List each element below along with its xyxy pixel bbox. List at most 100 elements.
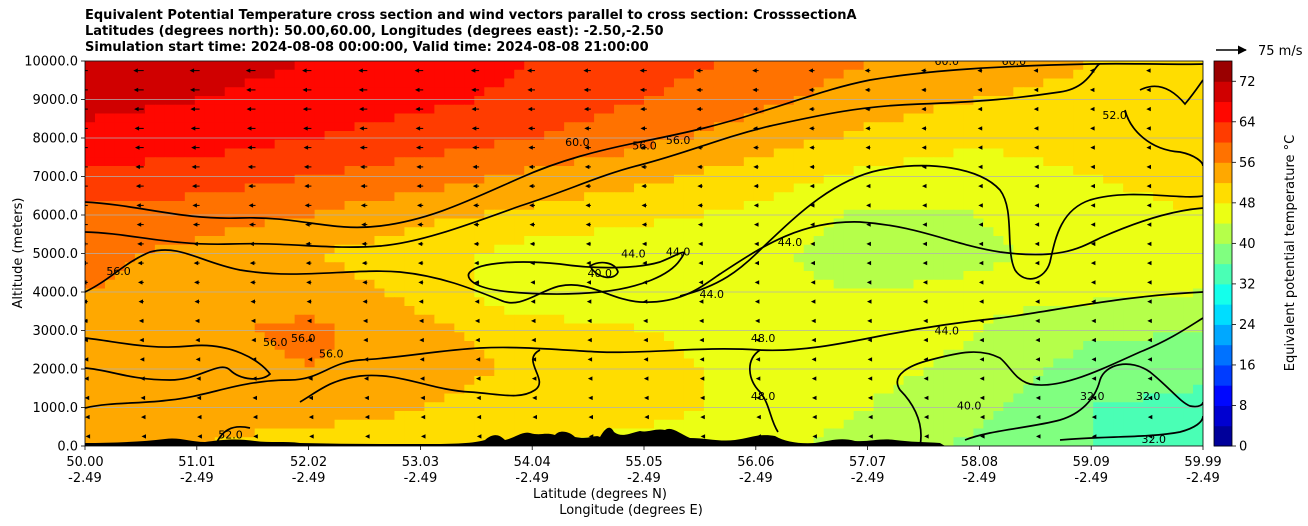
field-cell (644, 122, 655, 132)
field-cell (85, 209, 96, 220)
field-cell (164, 288, 176, 298)
field-cell (484, 332, 495, 342)
field-cell (1073, 104, 1084, 115)
field-cell (484, 279, 495, 290)
field-cell (624, 279, 635, 290)
field-cell (174, 227, 186, 237)
field-cell (304, 139, 316, 150)
field-cell (803, 341, 815, 351)
field-cell (923, 358, 935, 368)
field-cell (584, 227, 595, 237)
field-cell (314, 227, 326, 237)
field-cell (733, 288, 745, 298)
field-cell (1013, 122, 1024, 132)
field-cell (614, 131, 625, 141)
field-cell (993, 236, 1004, 246)
field-cell (354, 358, 366, 368)
field-cell (793, 201, 805, 211)
field-cell (634, 209, 645, 220)
field-cell (534, 244, 545, 255)
field-cell (404, 297, 416, 307)
field-cell (354, 393, 366, 403)
field-cell (933, 122, 945, 132)
field-cell (693, 157, 705, 167)
field-cell (1073, 253, 1084, 263)
field-cell (594, 113, 605, 123)
field-cell (653, 332, 665, 342)
field-cell (793, 131, 805, 141)
field-cell (564, 262, 575, 272)
field-cell (853, 227, 865, 237)
field-cell (673, 218, 685, 228)
field-cell (793, 402, 805, 412)
field-cell (304, 367, 316, 377)
field-cell (554, 192, 565, 202)
field-cell (594, 139, 605, 150)
contour-label: 56.0 (666, 134, 691, 147)
field-cell (1143, 253, 1154, 263)
wind-vectors (85, 68, 1153, 439)
field-cell (1073, 87, 1084, 97)
field-cell (1133, 78, 1144, 88)
field-cell (634, 271, 645, 281)
field-cell (254, 376, 266, 386)
field-cell (1103, 218, 1114, 228)
field-cell (723, 314, 735, 325)
field-cell (1043, 323, 1054, 333)
field-cell (723, 384, 735, 395)
field-cell (663, 332, 675, 342)
field-cell (1063, 419, 1074, 430)
field-cell (1113, 384, 1124, 395)
field-cell (853, 131, 865, 141)
field-cell (853, 341, 865, 351)
field-cell (953, 402, 965, 412)
field-cell (793, 122, 805, 132)
field-cell (913, 279, 925, 290)
field-cell (174, 157, 186, 167)
field-cell (194, 349, 206, 360)
field-cell (584, 139, 595, 150)
field-cell (114, 411, 126, 421)
field-cell (923, 314, 935, 325)
field-cell (254, 174, 266, 185)
field-cell (1043, 218, 1054, 228)
field-cell (923, 174, 935, 185)
field-cell (1133, 367, 1144, 377)
field-cell (614, 419, 625, 430)
field-cell (1173, 253, 1184, 263)
field-cell (683, 384, 695, 395)
field-cell (983, 61, 994, 71)
field-cell (1183, 402, 1194, 412)
field-cell (823, 384, 835, 395)
field-cell (344, 279, 356, 290)
field-cell (973, 69, 984, 80)
field-cell (364, 402, 376, 412)
field-cell (1103, 349, 1114, 360)
field-cell (1073, 437, 1084, 446)
field-cell (244, 306, 256, 316)
field-cell (1083, 104, 1094, 115)
field-cell (144, 183, 156, 193)
field-cell (364, 113, 376, 123)
contour-label: 60.0 (934, 55, 959, 68)
field-cell (653, 157, 665, 167)
field-cell (544, 411, 555, 421)
field-cell (544, 166, 555, 176)
field-cell (1123, 279, 1134, 290)
field-cell (494, 87, 505, 97)
field-cell (344, 271, 356, 281)
field-cell (204, 419, 216, 430)
field-cell (494, 402, 505, 412)
field-cell (653, 113, 665, 123)
field-cell (953, 297, 965, 307)
field-cell (624, 323, 635, 333)
field-cell (833, 288, 845, 298)
field-cell (104, 78, 116, 88)
field-cell (1113, 192, 1124, 202)
field-cell (534, 122, 545, 132)
field-cell (174, 113, 186, 123)
field-cell (663, 201, 675, 211)
field-cell (1153, 341, 1164, 351)
field-cell (803, 358, 815, 368)
field-cell (184, 183, 196, 193)
